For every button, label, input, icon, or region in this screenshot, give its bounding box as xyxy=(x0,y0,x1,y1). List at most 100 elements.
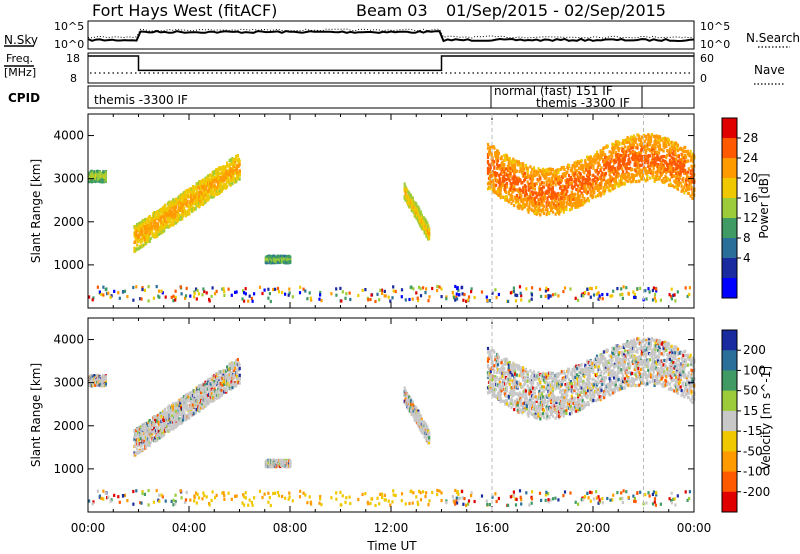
power-cell xyxy=(640,151,643,155)
power-cell xyxy=(230,159,233,163)
power-cell xyxy=(568,203,572,207)
power-cell xyxy=(689,194,692,198)
power-cell xyxy=(488,177,491,181)
power-cell xyxy=(670,287,673,291)
power-cell xyxy=(226,185,229,189)
colorbar-tick-label: 28 xyxy=(743,131,758,145)
power-cell xyxy=(306,297,309,301)
power-cell xyxy=(654,299,657,303)
power-cell xyxy=(489,179,492,183)
power-cell xyxy=(495,151,498,155)
colorbar-swatch xyxy=(722,158,737,179)
velocity-cell xyxy=(154,439,157,443)
power-cell xyxy=(617,149,620,153)
power-cell xyxy=(213,183,216,187)
power-cell xyxy=(491,189,494,193)
power-cell xyxy=(632,134,635,138)
power-cell xyxy=(463,293,466,297)
power-cell xyxy=(527,210,530,214)
power-cell xyxy=(636,143,639,147)
power-cell xyxy=(672,157,675,161)
power-cell xyxy=(203,194,206,198)
power-cell xyxy=(546,210,549,214)
power-cell xyxy=(184,189,187,193)
power-cell xyxy=(149,236,152,240)
power-cell xyxy=(494,154,497,158)
power-cell xyxy=(182,212,185,216)
power-cell xyxy=(183,211,186,215)
power-cell xyxy=(526,173,529,177)
power-cell xyxy=(426,221,429,225)
power-cell xyxy=(550,168,553,172)
power-cell xyxy=(570,167,573,171)
power-cell xyxy=(154,227,157,231)
power-cell xyxy=(160,221,163,225)
power-cell xyxy=(215,289,218,293)
power-cell xyxy=(516,199,519,203)
power-cell xyxy=(610,184,613,188)
power-cell xyxy=(466,298,469,302)
power-cell xyxy=(505,190,508,194)
power-cell xyxy=(137,228,141,232)
power-cell xyxy=(514,163,517,167)
velocity-cell xyxy=(136,451,139,455)
power-cell xyxy=(102,285,105,289)
nsearch-tick-bottom: 10^0 xyxy=(700,38,730,51)
power-cell xyxy=(674,147,677,151)
power-cell xyxy=(145,241,148,245)
power-cell xyxy=(428,234,431,238)
power-cell xyxy=(545,201,548,205)
power-cell xyxy=(586,197,590,201)
power-cell xyxy=(541,209,545,213)
power-cell xyxy=(533,198,536,202)
power-cell xyxy=(672,293,675,297)
power-cell xyxy=(500,157,503,161)
power-cell xyxy=(205,185,208,189)
power-cell xyxy=(638,151,641,155)
power-cell xyxy=(668,158,671,162)
power-cell xyxy=(577,194,580,198)
power-cell xyxy=(98,290,101,294)
power-cell xyxy=(126,295,129,299)
power-cell xyxy=(547,170,550,174)
power-cell xyxy=(525,200,528,205)
power-cell xyxy=(545,286,548,290)
power-cell xyxy=(155,215,159,219)
power-cell xyxy=(641,155,644,159)
power-cell xyxy=(676,164,679,168)
power-cell xyxy=(631,157,635,162)
power-cell xyxy=(523,175,527,179)
power-cell xyxy=(194,186,197,190)
power-cell xyxy=(141,233,144,237)
power-cell xyxy=(654,137,657,141)
power-cell xyxy=(509,167,512,171)
power-cell xyxy=(652,154,655,158)
power-cell xyxy=(644,178,647,182)
power-cell xyxy=(515,293,518,297)
nsky-panel: N.Sky 10^5 10^0 10^5 10^0 N.Search xyxy=(4,20,800,51)
power-cell xyxy=(551,187,554,191)
freq-label: Freq. xyxy=(6,52,33,65)
power-cell xyxy=(603,167,606,171)
power-cell xyxy=(542,204,545,208)
power-cell xyxy=(400,295,403,299)
power-cell xyxy=(658,165,661,169)
power-cell xyxy=(658,169,661,174)
velocity-cell xyxy=(104,377,107,381)
power-cell xyxy=(675,157,678,161)
power-cell xyxy=(563,167,566,172)
power-cell xyxy=(486,146,490,150)
power-cell xyxy=(621,172,624,176)
power-cell xyxy=(201,293,204,297)
power-cell xyxy=(216,171,219,175)
power-cell xyxy=(598,175,601,179)
power-cell xyxy=(650,151,653,155)
power-cell xyxy=(404,198,407,202)
power-cell xyxy=(636,165,639,169)
power-cell xyxy=(604,162,608,166)
power-cell xyxy=(527,195,530,199)
power-cell xyxy=(645,158,648,162)
power-cell xyxy=(100,292,103,296)
power-cell xyxy=(488,145,491,149)
power-cell xyxy=(144,227,147,231)
